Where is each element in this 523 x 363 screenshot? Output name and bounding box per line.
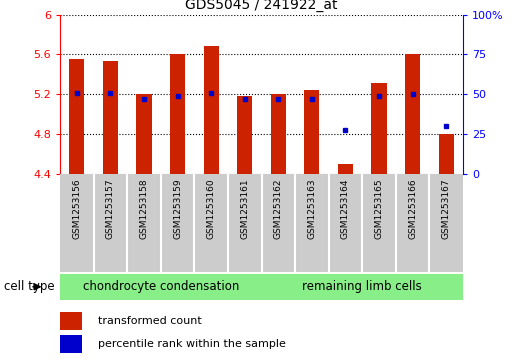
Text: GSM1253157: GSM1253157 xyxy=(106,178,115,239)
Bar xyxy=(438,134,453,174)
Bar xyxy=(271,94,286,174)
Bar xyxy=(304,90,320,174)
Bar xyxy=(203,46,219,174)
Bar xyxy=(103,61,118,174)
Bar xyxy=(60,312,82,330)
Text: GSM1253167: GSM1253167 xyxy=(441,178,451,239)
Bar xyxy=(338,164,353,174)
Text: GSM1253161: GSM1253161 xyxy=(240,178,249,239)
Text: remaining limb cells: remaining limb cells xyxy=(302,280,422,293)
Bar xyxy=(170,54,185,174)
Text: GSM1253166: GSM1253166 xyxy=(408,178,417,239)
Text: GSM1253163: GSM1253163 xyxy=(308,178,316,239)
Bar xyxy=(262,274,463,300)
Text: percentile rank within the sample: percentile rank within the sample xyxy=(98,339,286,350)
Text: transformed count: transformed count xyxy=(98,316,201,326)
Text: GSM1253158: GSM1253158 xyxy=(140,178,149,239)
Bar xyxy=(371,83,386,174)
Text: GSM1253164: GSM1253164 xyxy=(341,178,350,238)
Text: GSM1253165: GSM1253165 xyxy=(374,178,383,239)
Title: GDS5045 / 241922_at: GDS5045 / 241922_at xyxy=(185,0,338,12)
Bar xyxy=(60,335,82,354)
Text: GSM1253156: GSM1253156 xyxy=(72,178,82,239)
Text: GSM1253159: GSM1253159 xyxy=(173,178,182,239)
Text: chondrocyte condensation: chondrocyte condensation xyxy=(83,280,239,293)
Bar xyxy=(70,60,85,174)
Bar xyxy=(60,274,262,300)
Bar xyxy=(137,94,152,174)
Text: cell type: cell type xyxy=(4,280,55,293)
Bar xyxy=(405,54,420,174)
Text: GSM1253160: GSM1253160 xyxy=(207,178,215,239)
Text: GSM1253162: GSM1253162 xyxy=(274,178,283,238)
Bar xyxy=(237,97,252,174)
